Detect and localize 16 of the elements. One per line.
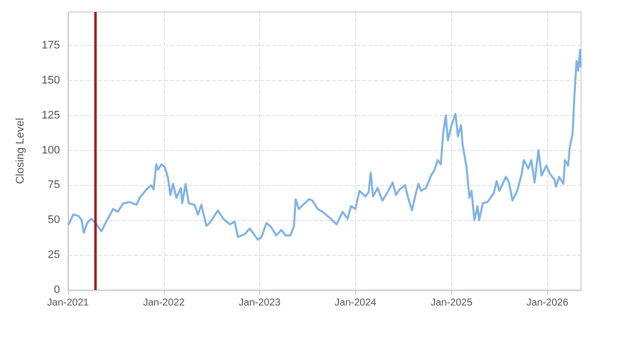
y-tick-label: 75 (48, 179, 60, 192)
y-axis-title: Closing Level (14, 118, 26, 184)
x-tick-label: Jan-2023 (238, 298, 281, 308)
x-tick-label: Jan-2025 (430, 298, 473, 308)
x-tick-label: Jan-2024 (334, 298, 377, 308)
y-tick-label: 125 (42, 109, 60, 122)
y-tick-label: 0 (54, 284, 60, 296)
line-series (68, 48, 582, 241)
x-tick-label: Jan-2026 (526, 298, 569, 308)
y-tick-label: 150 (42, 74, 60, 86)
y-tick-label: 175 (42, 40, 60, 52)
y-tick-label: 100 (42, 144, 60, 156)
x-tick-label: Jan-2022 (142, 298, 186, 308)
y-tick-label: 25 (48, 249, 60, 262)
y-tick-label: 50 (48, 214, 60, 226)
x-tick-label: Jan-2021 (47, 298, 90, 308)
